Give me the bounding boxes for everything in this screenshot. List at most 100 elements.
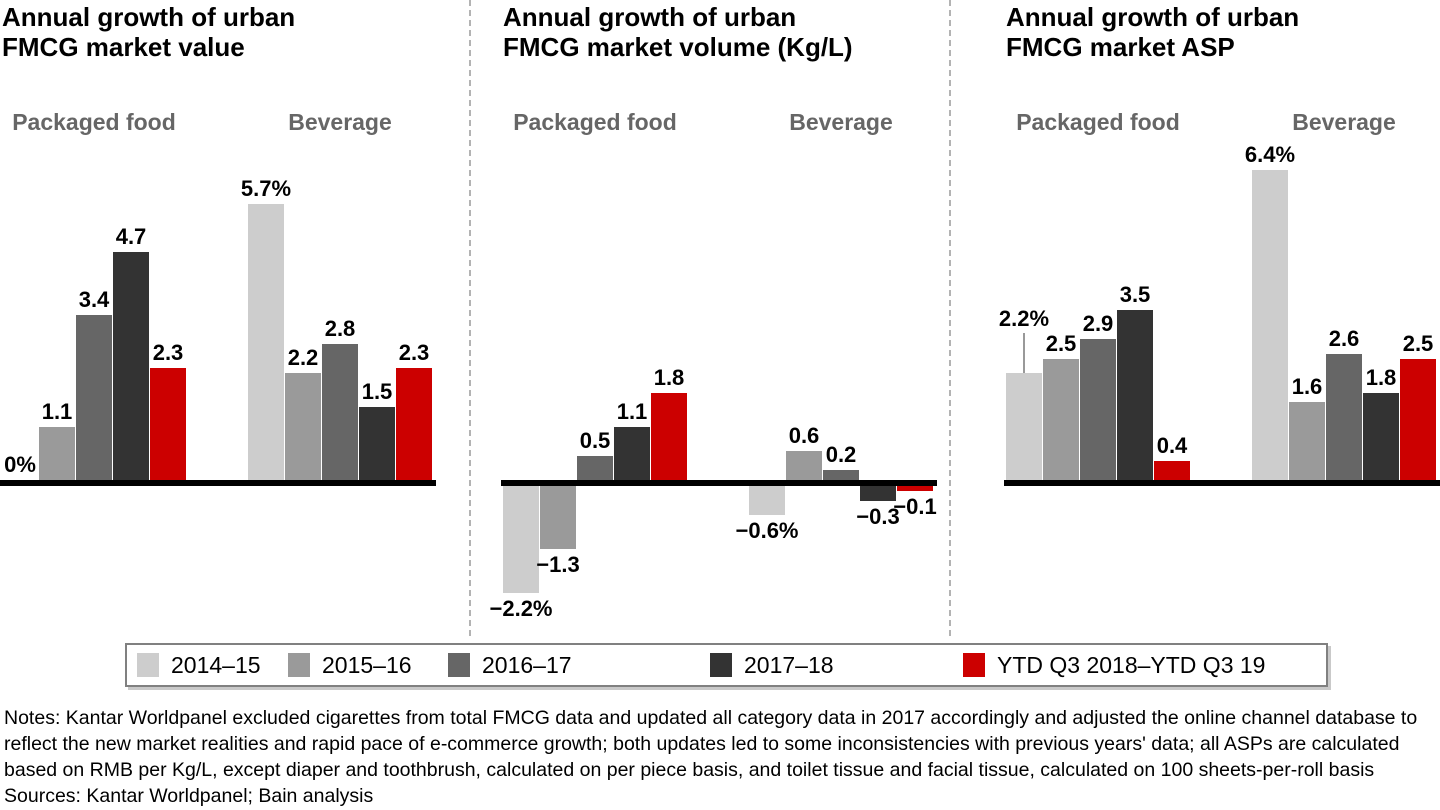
panel-title-line: FMCG market volume (Kg/L) — [503, 32, 853, 62]
bar — [285, 373, 321, 480]
bar-value-label: 2.9 — [1082, 311, 1114, 336]
bar — [897, 486, 933, 491]
legend-item: 2017–18 — [710, 645, 834, 685]
axis-baseline — [1004, 480, 1440, 486]
bar — [749, 486, 785, 515]
bar — [540, 486, 576, 549]
category-label: Packaged food — [1016, 109, 1180, 135]
bar — [1006, 373, 1042, 480]
legend-swatch — [710, 653, 732, 677]
bar-value-label: 1.8 — [1365, 365, 1397, 390]
bar — [150, 368, 186, 480]
bar — [860, 486, 896, 501]
bar-value-label: −0.3 — [856, 504, 900, 529]
bar-value-label: −0.1 — [893, 494, 937, 519]
legend-swatch — [448, 653, 470, 677]
bar-value-label: 0.5 — [579, 428, 611, 453]
legend-item: 2014–15 — [137, 645, 261, 685]
bar — [248, 204, 284, 480]
bar — [651, 393, 687, 480]
bar-value-label: 3.5 — [1119, 282, 1151, 307]
panel-divider-1 — [469, 0, 471, 636]
bar — [1154, 461, 1190, 480]
panel-title-line: Annual growth of urban — [503, 2, 797, 32]
bar-value-label: 2.5 — [1045, 331, 1077, 356]
category-label: Beverage — [789, 109, 893, 135]
chart-panel-3: Annual growth of urban FMCG market ASP Pac… — [999, 0, 1440, 640]
bar — [786, 451, 822, 480]
bar-value-label: −1.3 — [536, 552, 580, 577]
bar-value-label: 2.6 — [1328, 326, 1360, 351]
notes-line-3: based on RMB per Kg/L, except diaper and… — [4, 759, 1375, 781]
bar — [39, 427, 75, 480]
panel-title-line: Annual growth of urban — [1006, 2, 1300, 32]
bar — [823, 470, 859, 480]
category-label: Beverage — [288, 109, 392, 135]
bar-value-label: 1.5 — [361, 379, 393, 404]
bar-value-label: 2.8 — [324, 316, 356, 341]
panel-title: Annual growth of urban FMCG market ASP — [1006, 2, 1299, 62]
legend-swatch — [963, 653, 985, 677]
legend-item: YTD Q3 2018–YTD Q3 19 — [963, 645, 1265, 685]
bar — [1289, 402, 1325, 480]
bar-value-label: 5.7% — [240, 176, 292, 201]
bar — [1252, 170, 1288, 480]
legend-item: 2015–16 — [288, 645, 412, 685]
notes-block: Notes: Kantar Worldpanel excluded cigare… — [4, 705, 1438, 809]
bar-value-label: 1.6 — [1291, 374, 1323, 399]
legend-swatch — [288, 653, 310, 677]
chart-panel-2: Annual growth of urban FMCG market volume… — [490, 0, 939, 640]
axis-baseline — [501, 480, 937, 486]
chart-panel-1: Annual growth of urban FMCG market value P… — [0, 0, 438, 640]
sources-line: Sources: Kantar Worldpanel; Bain analysi… — [4, 785, 374, 807]
bar-value-label: −0.6% — [735, 518, 799, 543]
bar — [614, 427, 650, 480]
legend-label: 2014–15 — [171, 651, 261, 678]
panel-title: Annual growth of urban FMCG market value — [2, 2, 295, 62]
legend-label: 2015–16 — [322, 651, 412, 678]
bar-value-label: 2.5 — [1402, 331, 1434, 356]
bar-value-label: 3.4 — [78, 287, 110, 312]
bar — [396, 368, 432, 480]
bar — [113, 252, 149, 480]
bar-value-label: 2.2% — [998, 306, 1050, 331]
bar-value-label: 0.6 — [788, 423, 820, 448]
bar-value-label: 0.2 — [825, 442, 857, 467]
bar — [503, 486, 539, 593]
legend: 2014–15 2015–16 2016–17 2017–18 YTD Q3 2018–… — [125, 643, 1328, 687]
panel-title: Annual growth of urban FMCG market volume… — [503, 2, 853, 62]
bar — [76, 315, 112, 480]
panel-title-line: Annual growth of urban — [2, 2, 296, 32]
category-label: Packaged food — [513, 109, 677, 135]
bar-value-label: 2.2 — [287, 345, 319, 370]
bar — [1363, 393, 1399, 480]
legend-swatch — [137, 653, 159, 677]
bar — [359, 407, 395, 480]
panel-title-line: FMCG market ASP — [1006, 32, 1235, 62]
bar — [577, 456, 613, 480]
legend-label: 2017–18 — [744, 651, 834, 678]
legend-item: 2016–17 — [448, 645, 572, 685]
callout-leader-line — [1023, 333, 1025, 373]
notes-line-1: Notes: Kantar Worldpanel excluded cigare… — [4, 707, 1418, 729]
bar-value-label: 1.1 — [616, 399, 648, 424]
panel-divider-2 — [949, 0, 951, 636]
bar-value-label: 0.4 — [1156, 433, 1188, 458]
bar — [1326, 354, 1362, 480]
category-label: Beverage — [1292, 109, 1396, 135]
bar — [1400, 359, 1436, 480]
bar-value-label: −2.2% — [489, 596, 553, 621]
category-label: Packaged food — [12, 109, 176, 135]
bar-value-label: 1.8 — [653, 365, 685, 390]
bar — [322, 344, 358, 480]
axis-baseline — [0, 480, 436, 486]
legend-label: YTD Q3 2018–YTD Q3 19 — [997, 651, 1266, 678]
bar-value-label: 2.3 — [398, 340, 430, 365]
bar — [1117, 310, 1153, 480]
bar-value-label: 4.7 — [115, 224, 147, 249]
bar-value-label: 0% — [4, 452, 36, 477]
notes-line-2: reflect the new market realities and rap… — [4, 733, 1400, 755]
bar — [1080, 339, 1116, 480]
legend-label: 2016–17 — [482, 651, 572, 678]
